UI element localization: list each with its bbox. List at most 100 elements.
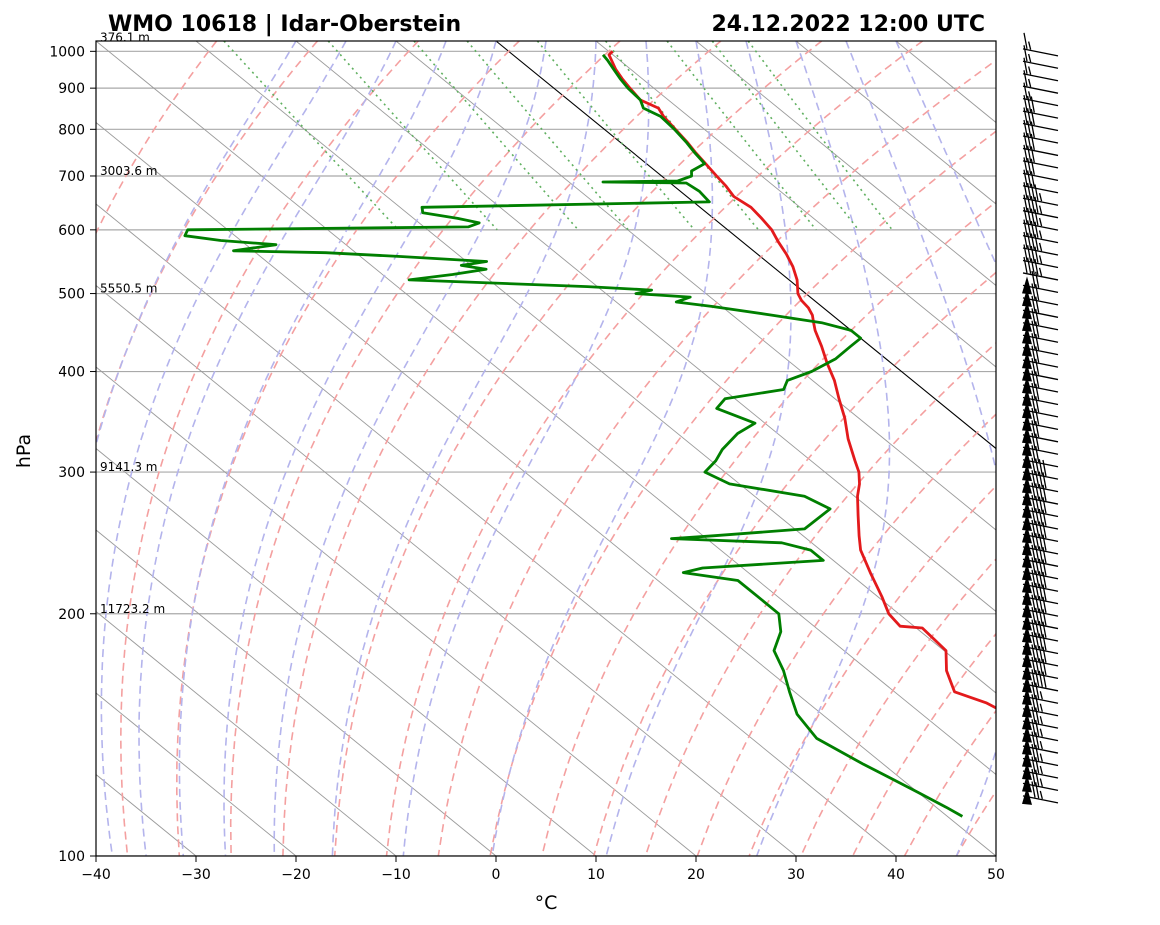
dry-adiabat-line [592,271,996,856]
wind-barb [1022,407,1059,432]
mixing-ratio-line [711,41,860,231]
moist-adiabat-line [223,41,497,856]
x-tick-label: −10 [381,867,411,883]
wind-barb [1022,457,1059,482]
wind-barb [1022,395,1059,419]
dry-adiabat-line [119,41,419,856]
isotherm-line [395,41,996,531]
wind-barb [1022,743,1059,768]
axis-ticks: −40 −30 −20 −10 0 10 20 30 40 50 100 200 300 400 500 60… [49,30,1005,883]
height-label: 376.1 m [100,30,150,44]
dry-adiabat-line [175,41,520,856]
wind-barbs [1022,32,1059,805]
wind-barb [1022,256,1059,281]
x-tick-label: 10 [587,867,605,883]
x-tick-label: 0 [492,867,501,883]
moist-adiabat-line [605,41,792,856]
wind-barb [1022,295,1059,320]
y-tick-label: 900 [58,81,85,97]
moist-adiabat-line [96,41,297,448]
x-tick-label: −40 [81,867,111,883]
dry-adiabat-line [955,789,996,856]
wind-barb [1022,358,1059,382]
isotherm-line [96,41,996,776]
moist-adiabat-line [331,41,597,856]
temperature-profile [607,50,996,710]
y-tick-label: 800 [58,122,85,138]
isotherm-line [995,41,996,42]
isotherm-line [96,203,897,856]
dry-adiabat-line [385,41,924,856]
chart-title-right: 24.12.2022 12:00 UTC [711,12,985,37]
dry-adiabat-line [282,41,722,856]
dry-adiabat-line [229,41,621,856]
wind-barb [1022,569,1059,594]
wind-barb [1022,345,1059,370]
x-tick-label: 20 [687,867,705,883]
y-tick-label: 300 [58,465,85,481]
isotherm-line [96,121,996,856]
wind-barb [1022,144,1059,169]
dry-adiabat-line [541,200,996,856]
chart-title-left: WMO 10618 | Idar-Oberstein [108,12,461,37]
mixing-ratio-line [466,41,629,231]
plot-grid [96,41,1160,856]
wind-barb [1022,382,1059,407]
moist-adiabat-line [491,41,714,856]
wind-barb [1022,420,1059,444]
x-tick-label: 50 [987,867,1005,883]
isotherm-line [295,41,996,613]
zero-isotherm [495,41,996,450]
isotherm-line [195,41,996,694]
dry-adiabat-line [489,130,996,856]
wind-barb [1022,283,1059,307]
dry-adiabat-line [96,41,218,235]
isotherm-line [96,366,697,856]
wind-barb [1022,432,1059,457]
wind-barb [1022,507,1059,531]
wind-barb [1022,731,1059,756]
wind-barb [1022,320,1059,345]
x-tick-label: −30 [181,867,211,883]
y-tick-label: 600 [58,223,85,239]
wind-barb [1022,544,1059,569]
moist-adiabat-line [402,41,650,856]
wind-barb [1022,756,1059,780]
y-tick-label: 500 [58,287,85,303]
wind-barb [1022,370,1059,395]
moist-adiabat-line [138,41,397,856]
dry-adiabat-line [1060,41,1160,856]
dry-adiabat-line [748,484,996,856]
wind-barb [1022,781,1059,805]
wind-barb [1022,308,1059,332]
height-label: 5550.5 m [100,282,158,296]
wind-barb [1022,768,1059,793]
wind-barb [1022,694,1059,718]
isotherm-line [795,41,996,205]
y-tick-label: 1000 [49,44,85,60]
height-label: 11723.2 m [100,602,165,616]
moist-adiabat-line [178,41,447,856]
wind-barb [1022,681,1059,706]
wind-barb [1022,631,1059,656]
wind-barb [1022,719,1059,743]
isotherm-line [595,41,996,368]
isotherm-line [96,447,597,856]
wind-barb [1022,119,1059,144]
wind-barb [1022,57,1059,82]
x-tick-label: 40 [887,867,905,883]
moist-adiabat-line [845,41,996,856]
plot-data [183,50,996,818]
isotherm-line [96,610,397,856]
wind-barb [1022,45,1059,69]
y-tick-label: 700 [58,169,85,185]
isotherm-line [695,41,996,287]
wind-barb [1022,669,1059,693]
moist-adiabat-line [755,41,891,856]
y-tick-label: 100 [58,849,85,865]
mixing-ratio-line [327,41,498,231]
x-tick-label: −20 [281,867,311,883]
height-label: 3003.6 m [100,164,158,178]
dry-adiabat-line [851,632,996,856]
